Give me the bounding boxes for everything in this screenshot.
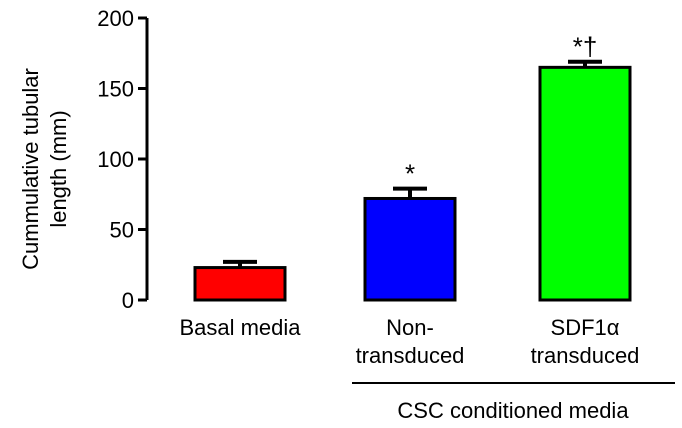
y-axis-label: Cummulative tubular length (mm) <box>18 68 71 270</box>
significance-marker: *† <box>573 32 598 62</box>
y-axis-label-line: Cummulative tubular <box>18 68 43 270</box>
y-axis: 0 50 100 150 200 <box>97 6 149 313</box>
x-axis-labels: Basal media Non-transduced SDF1α transduced <box>179 315 639 368</box>
x-category-label: SDF1α <box>551 315 620 340</box>
group-label: CSC conditioned media <box>397 398 629 423</box>
x-category-label: transduced <box>356 343 465 368</box>
bar <box>193 266 287 302</box>
bar <box>363 196 457 302</box>
y-tick-label: 50 <box>110 218 134 243</box>
x-category-label: Non- <box>386 315 434 340</box>
group-bracket: CSC conditioned media <box>352 382 675 423</box>
y-axis-title: Cummulative tubular length (mm) <box>18 68 71 270</box>
y-tick-label: 200 <box>97 6 134 31</box>
x-category-label: Basal media <box>179 315 301 340</box>
y-tick-label: 100 <box>97 147 134 172</box>
x-category-label: transduced <box>531 343 640 368</box>
y-tick-label: 150 <box>97 77 134 102</box>
y-axis-label-line: length (mm) <box>46 110 71 227</box>
y-tick-label: 0 <box>122 288 134 313</box>
bar <box>538 65 632 302</box>
significance-marker: * <box>405 159 415 189</box>
bars: * *† <box>193 32 632 302</box>
